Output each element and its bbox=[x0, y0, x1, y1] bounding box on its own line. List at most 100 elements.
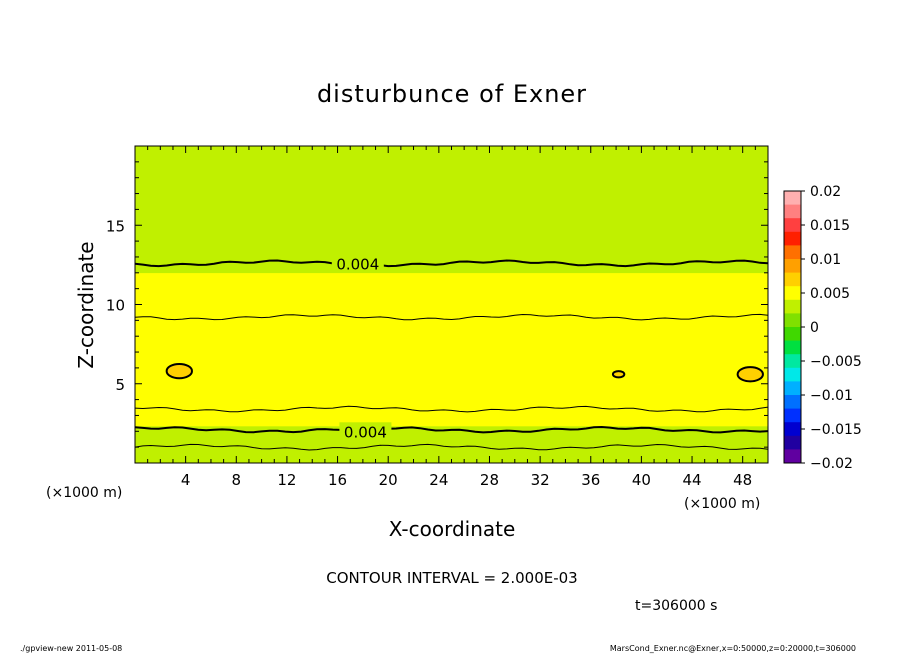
field-band bbox=[135, 198, 768, 202]
colorbar-segment bbox=[784, 449, 801, 464]
field-band bbox=[135, 412, 768, 416]
colorbar-segment bbox=[784, 395, 801, 409]
field-band bbox=[135, 409, 768, 414]
field-band bbox=[135, 177, 768, 181]
field-band bbox=[135, 423, 768, 427]
field-band bbox=[135, 209, 768, 213]
x-tick-label: 8 bbox=[232, 471, 242, 489]
closed-contour bbox=[736, 366, 764, 383]
contour-label-bg bbox=[331, 254, 384, 273]
footer-left: ./gpview-new 2011-05-08 bbox=[20, 644, 122, 653]
field-band bbox=[135, 338, 768, 342]
field-band bbox=[135, 174, 768, 178]
field-band bbox=[135, 267, 768, 271]
field-band bbox=[135, 404, 768, 408]
y-axis-label: Z-coordinate bbox=[74, 241, 98, 368]
field-band bbox=[135, 219, 768, 223]
field-band bbox=[135, 254, 768, 258]
field-band bbox=[135, 341, 768, 345]
field-band bbox=[135, 182, 768, 186]
field-band bbox=[135, 238, 768, 242]
field-band bbox=[135, 304, 768, 308]
field-band bbox=[135, 452, 768, 456]
field-band bbox=[135, 156, 768, 160]
field-band bbox=[135, 415, 768, 419]
field-band bbox=[135, 359, 768, 363]
colorbar-segment bbox=[784, 259, 801, 273]
colorbar-tick-label: 0 bbox=[810, 320, 819, 336]
field-band bbox=[135, 343, 768, 348]
field-band bbox=[135, 158, 768, 163]
field-band bbox=[135, 298, 768, 303]
field-band bbox=[135, 346, 768, 350]
field-band bbox=[135, 351, 768, 355]
field-band bbox=[135, 235, 768, 239]
y-axis: 5 10 15 bbox=[106, 161, 768, 448]
field-band bbox=[135, 230, 768, 234]
field-band bbox=[135, 309, 768, 313]
field-band bbox=[135, 296, 768, 300]
field-band bbox=[135, 150, 768, 155]
contour-lines: 0.004 0.004 bbox=[135, 254, 768, 451]
colorbar-segment bbox=[784, 231, 801, 246]
field-band bbox=[135, 203, 768, 208]
field-band bbox=[135, 370, 768, 374]
field-band bbox=[135, 217, 768, 221]
x-tick-label: 4 bbox=[181, 471, 191, 489]
field-band bbox=[135, 211, 768, 215]
field-band bbox=[135, 312, 768, 316]
x-tick-label: 12 bbox=[277, 471, 296, 489]
contour-line bbox=[135, 443, 768, 451]
field-band bbox=[135, 396, 768, 400]
field-band bbox=[135, 272, 768, 276]
field-band bbox=[135, 425, 768, 429]
colorbar-tick-label: −0.005 bbox=[810, 354, 862, 370]
field-band bbox=[135, 193, 768, 197]
field-band bbox=[135, 246, 768, 250]
contour-line bbox=[135, 425, 768, 434]
colorbar-tick-label: 0.02 bbox=[810, 184, 841, 200]
colorbar-segment bbox=[784, 327, 801, 341]
colorbar: 0.02 0.015 0.01 0.005 0 −0.005 −0.01 −0.015 −0.0… bbox=[783, 184, 862, 472]
x-tick-label: 16 bbox=[328, 471, 347, 489]
field-band bbox=[135, 383, 768, 387]
field-band bbox=[135, 222, 768, 226]
y-tick-label: 15 bbox=[106, 217, 125, 235]
field-band bbox=[135, 378, 768, 382]
field-band bbox=[135, 251, 768, 255]
field-band bbox=[135, 362, 768, 366]
field-band bbox=[135, 357, 768, 361]
colorbar-segment bbox=[784, 286, 801, 301]
y-tick-label: 10 bbox=[106, 297, 125, 315]
field-band bbox=[135, 438, 768, 443]
x-axis-label: X-coordinate bbox=[389, 517, 516, 541]
field-band bbox=[135, 280, 768, 284]
field-band bbox=[135, 206, 768, 210]
x-tick-label: 40 bbox=[632, 471, 651, 489]
field-band bbox=[135, 232, 768, 237]
colorbar-segment bbox=[784, 435, 801, 450]
field-band bbox=[135, 290, 768, 295]
field-band bbox=[135, 288, 768, 292]
field-band bbox=[135, 333, 768, 337]
field-band bbox=[135, 195, 768, 200]
field-band bbox=[135, 349, 768, 353]
colorbar-segment bbox=[784, 245, 801, 260]
field-band bbox=[135, 180, 768, 184]
colorbar-tick-label: −0.015 bbox=[810, 422, 862, 438]
field-band bbox=[135, 264, 768, 268]
field-band bbox=[135, 164, 768, 168]
field-band bbox=[135, 161, 768, 165]
colorbar-segment bbox=[784, 354, 801, 369]
contour-label: 0.004 bbox=[344, 423, 387, 441]
field-band bbox=[135, 185, 768, 189]
contour-interval-text: CONTOUR INTERVAL = 2.000E-03 bbox=[326, 569, 577, 587]
field-band bbox=[135, 436, 768, 440]
field-band bbox=[135, 386, 768, 390]
field-band bbox=[135, 227, 768, 231]
field-band bbox=[135, 335, 768, 340]
field-band bbox=[135, 322, 768, 326]
x-tick-label: 20 bbox=[379, 471, 398, 489]
field-band bbox=[135, 372, 768, 377]
